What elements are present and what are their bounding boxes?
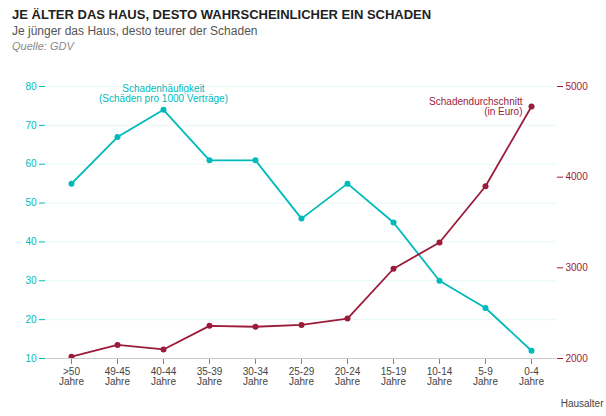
svg-text:10: 10: [25, 353, 37, 364]
svg-text:30: 30: [25, 275, 37, 286]
svg-text:70: 70: [25, 120, 37, 131]
svg-text:5-9Jahre: 5-9Jahre: [473, 366, 498, 387]
svg-text:25-29Jahre: 25-29Jahre: [289, 366, 315, 387]
svg-text:>50Jahre: >50Jahre: [59, 366, 84, 387]
svg-text:20-24Jahre: 20-24Jahre: [335, 366, 361, 387]
svg-text:10-14Jahre: 10-14Jahre: [427, 366, 453, 387]
svg-text:40: 40: [25, 236, 37, 247]
svg-text:5000: 5000: [566, 81, 589, 92]
svg-text:2000: 2000: [566, 353, 589, 364]
svg-text:0-4Jahre: 0-4Jahre: [519, 366, 544, 387]
svg-text:60: 60: [25, 158, 37, 169]
svg-text:Hausalter: Hausalter: [561, 398, 604, 409]
svg-text:49-45Jahre: 49-45Jahre: [105, 366, 131, 387]
svg-text:Schadenhäufigkeit(Schäden pro: Schadenhäufigkeit(Schäden pro 1000 Vertr…: [99, 83, 228, 104]
svg-text:Schadendurchschnitt(in Euro): Schadendurchschnitt(in Euro): [429, 96, 523, 117]
svg-text:3000: 3000: [566, 262, 589, 273]
svg-text:80: 80: [25, 81, 37, 92]
html-text:Je jünger das Haus, desto teur: Je jünger das Haus, desto teurer der Sch…: [12, 24, 258, 38]
svg-text:20: 20: [25, 314, 37, 325]
svg-text:4000: 4000: [566, 171, 589, 182]
html-text:JE ÄLTER DAS HAUS, DESTO WAHRS: JE ÄLTER DAS HAUS, DESTO WAHRSCHEINLICHE…: [12, 7, 432, 22]
svg-text:15-19Jahre: 15-19Jahre: [381, 366, 407, 387]
html-text:Quelle: GDV: Quelle: GDV: [12, 40, 74, 52]
svg-text:30-34Jahre: 30-34Jahre: [243, 366, 269, 387]
svg-text:35-39Jahre: 35-39Jahre: [197, 366, 223, 387]
svg-text:40-44Jahre: 40-44Jahre: [151, 366, 177, 387]
svg-text:50: 50: [25, 197, 37, 208]
